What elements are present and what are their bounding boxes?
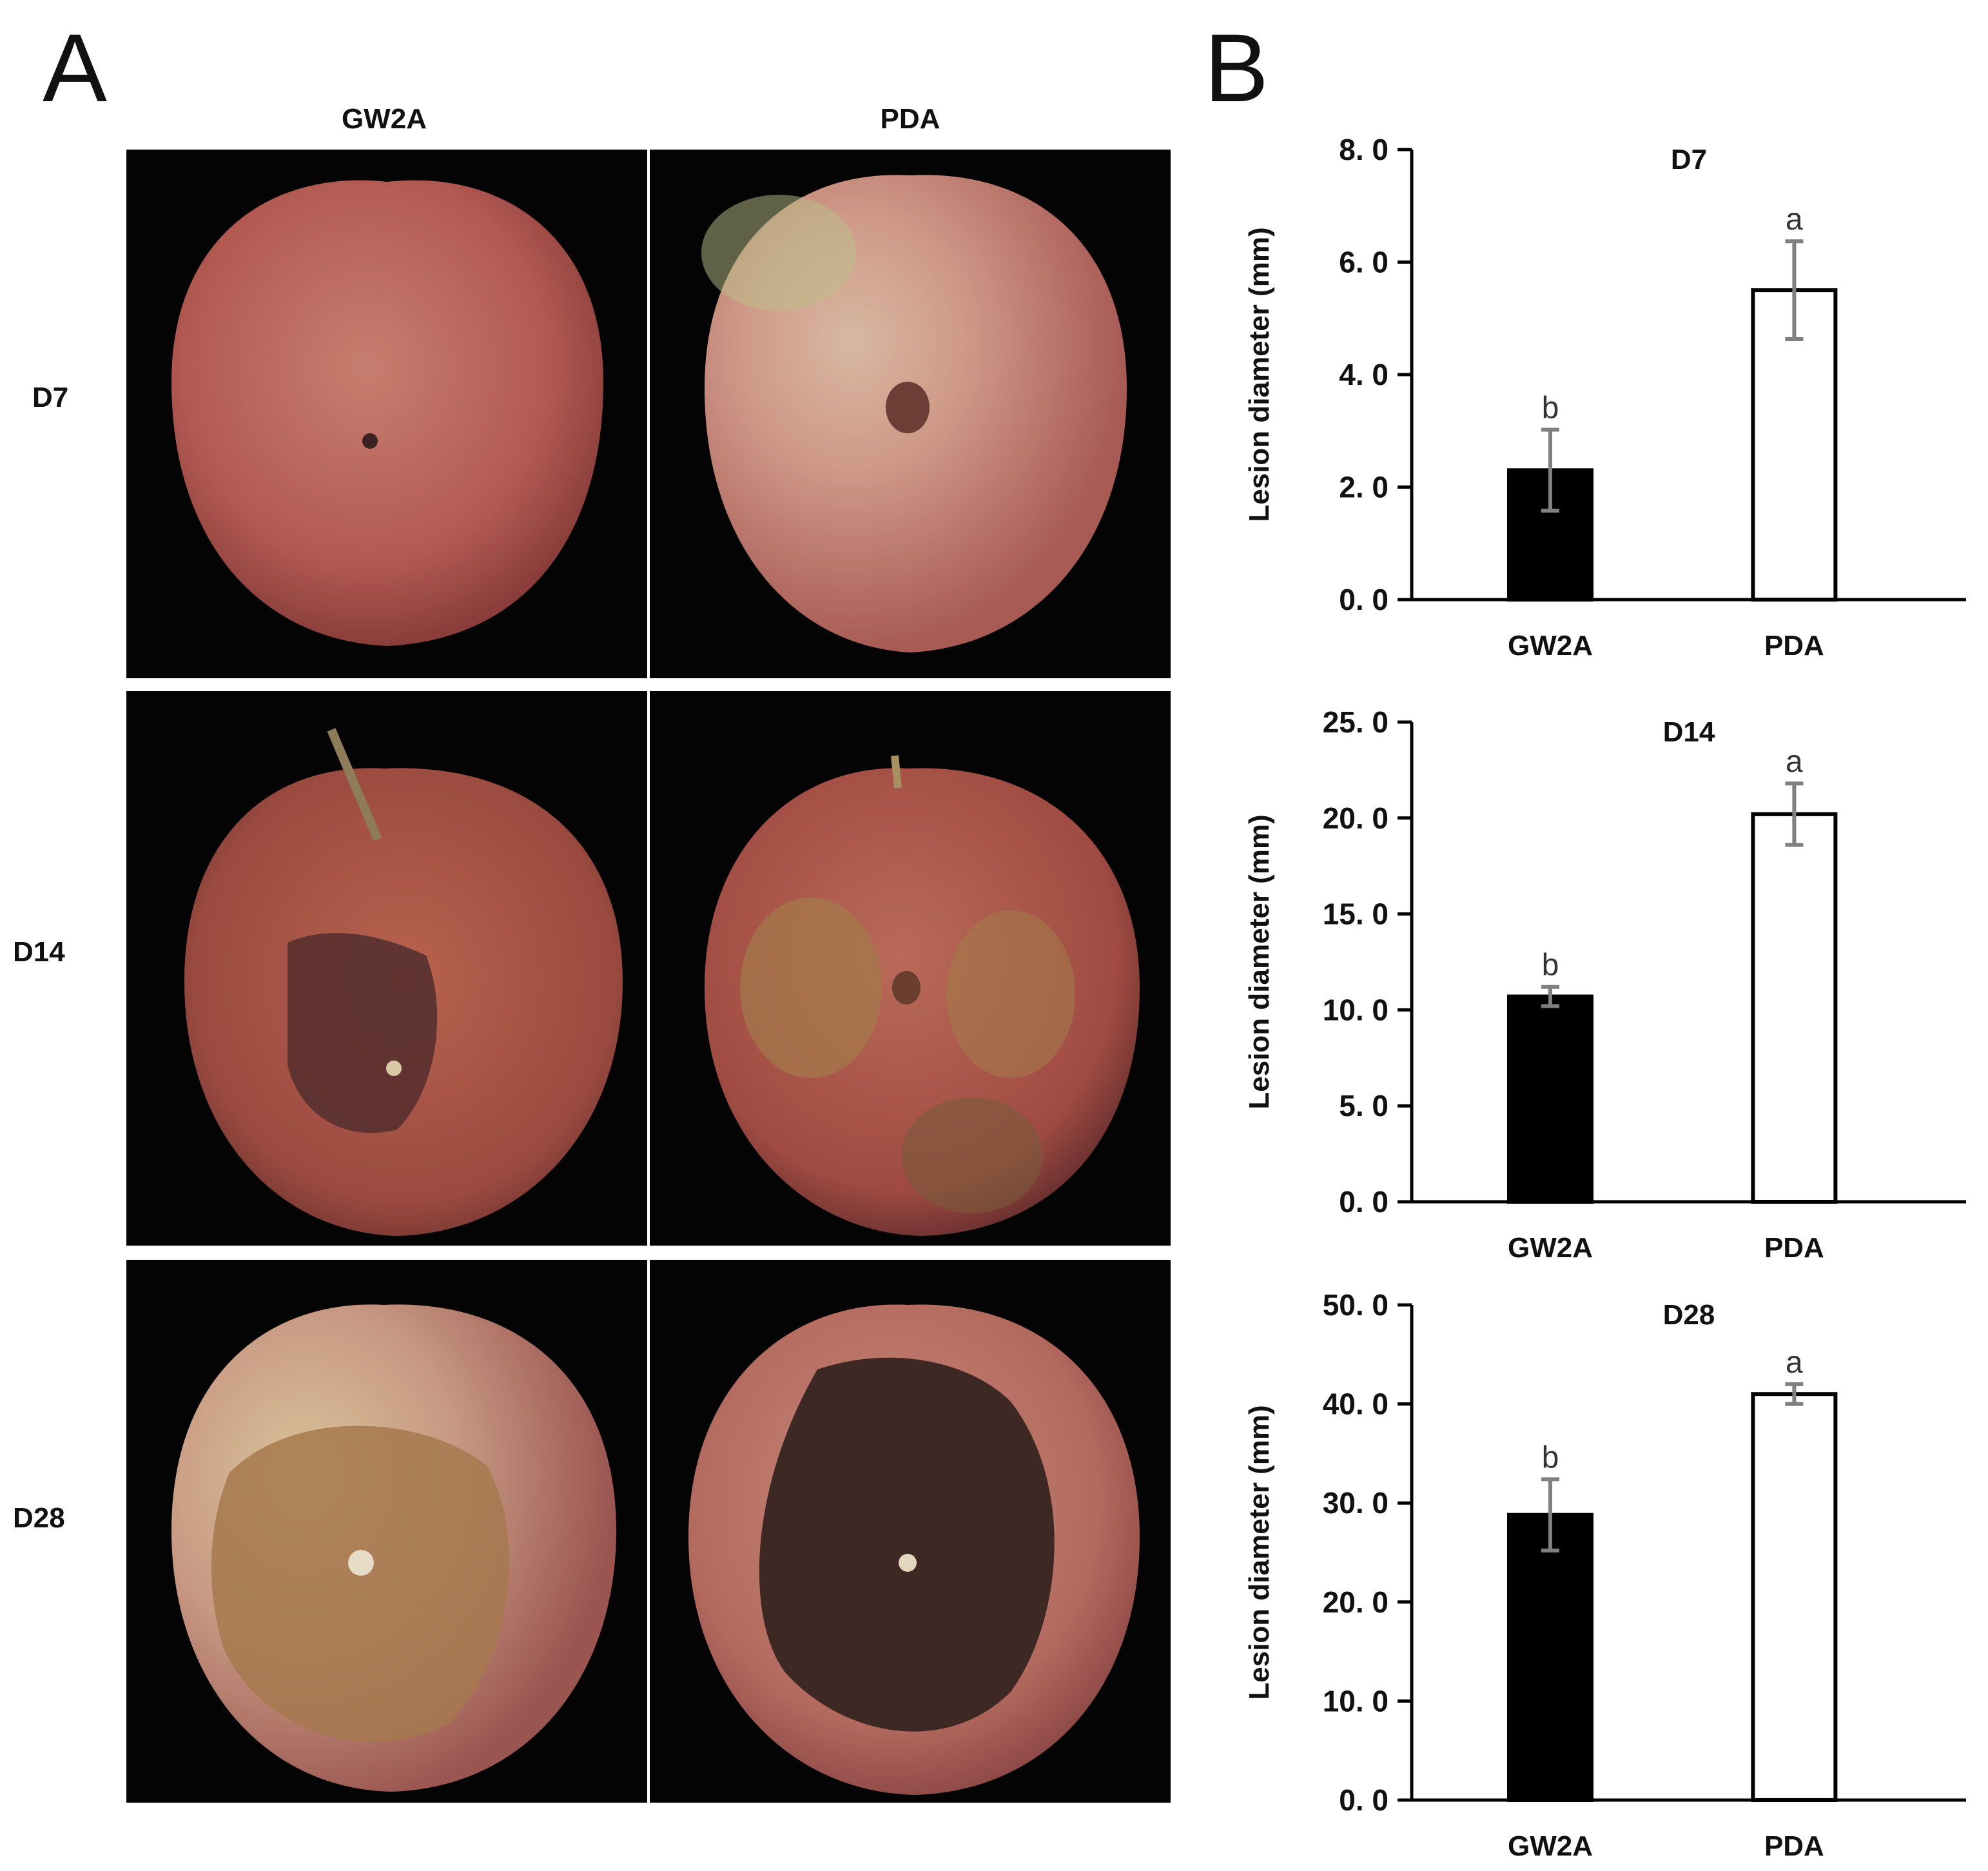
panel-label-b: B — [1204, 14, 1269, 122]
y-tick-label-d14-1: 5. 0 — [1339, 1089, 1389, 1122]
y-tick-label-d28-4: 40. 0 — [1323, 1387, 1389, 1421]
y-tick-label-d7-4: 8. 0 — [1339, 133, 1389, 166]
photo-row-label-d28: D28 — [13, 1502, 65, 1534]
significance-pda-d7: a — [1786, 202, 1803, 237]
y-tick-label-d28-1: 10. 0 — [1323, 1684, 1389, 1718]
y-tick-label-d28-0: 0. 0 — [1339, 1783, 1389, 1817]
significance-gw2a-d28: b — [1542, 1440, 1559, 1474]
chart-title-d14: D14 — [1663, 716, 1715, 748]
y-tick-label-d14-4: 20. 0 — [1323, 801, 1389, 835]
bar-pda-d28 — [1751, 1392, 1838, 1802]
y-tick-label-d28-5: 50. 0 — [1323, 1288, 1389, 1322]
x-tick-label-pda-d14: PDA — [1764, 1232, 1824, 1264]
y-tick-label-d14-5: 25. 0 — [1323, 705, 1389, 739]
apple-photo-gw2a-d28 — [126, 1260, 647, 1803]
apple-photo-pda-d28 — [650, 1260, 1171, 1803]
panel-label-a: A — [43, 14, 108, 122]
bar-gw2a-d28 — [1507, 1513, 1593, 1803]
chart-title-d7: D7 — [1671, 144, 1707, 175]
y-tick-label-d14-3: 15. 0 — [1323, 897, 1389, 931]
photo-column-label-pda: PDA — [880, 103, 940, 135]
x-tick-label-pda-d28: PDA — [1764, 1830, 1824, 1862]
x-tick-label-gw2a-d28: GW2A — [1508, 1830, 1593, 1862]
apple-photo-pda-d7 — [650, 150, 1171, 678]
significance-pda-d28: a — [1786, 1346, 1803, 1380]
significance-gw2a-d14: b — [1542, 948, 1559, 983]
y-tick-label-d7-2: 4. 0 — [1339, 358, 1389, 391]
bar-pda-d14 — [1751, 812, 1838, 1204]
photo-row-label-d14: D14 — [13, 936, 65, 968]
photo-column-label-gw2a: GW2A — [342, 103, 427, 135]
apple-photo-pda-d14 — [650, 691, 1171, 1246]
apple-photo-gw2a-d14 — [126, 691, 647, 1246]
significance-gw2a-d7: b — [1542, 391, 1559, 426]
chart-title-d28: D28 — [1663, 1299, 1715, 1331]
bar-pda-d7 — [1751, 288, 1838, 602]
x-tick-label-pda-d7: PDA — [1764, 630, 1824, 661]
y-tick-label-d7-1: 2. 0 — [1339, 471, 1389, 504]
x-tick-label-gw2a-d7: GW2A — [1508, 630, 1593, 661]
y-tick-label-d28-2: 20. 0 — [1323, 1585, 1389, 1619]
y-tick-label-d28-3: 30. 0 — [1323, 1486, 1389, 1520]
y-tick-label-d14-2: 10. 0 — [1323, 993, 1389, 1026]
y-axis-label-d7: Lesion diameter (mm) — [1243, 227, 1275, 522]
y-tick-label-d7-3: 6. 0 — [1339, 246, 1389, 279]
x-tick-label-gw2a-d14: GW2A — [1508, 1232, 1593, 1264]
y-axis-label-d14: Lesion diameter (mm) — [1243, 814, 1275, 1109]
y-tick-label-d7-0: 0. 0 — [1339, 583, 1389, 616]
y-axis-label-d28: Lesion diameter (mm) — [1243, 1405, 1275, 1700]
significance-pda-d14: a — [1786, 745, 1803, 779]
bar-gw2a-d14 — [1507, 994, 1593, 1204]
y-tick-label-d14-0: 0. 0 — [1339, 1185, 1389, 1219]
photo-row-label-d7: D7 — [32, 382, 69, 413]
apple-photo-gw2a-d7 — [126, 150, 647, 678]
